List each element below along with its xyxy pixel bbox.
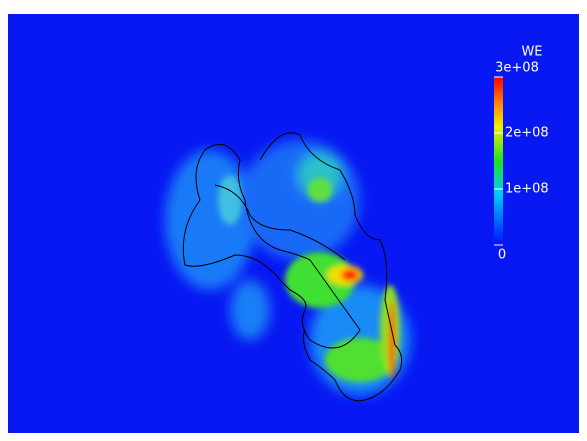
outline — [182, 132, 403, 402]
tick-label: 3e+08 — [495, 61, 539, 76]
colorbar-title: WE — [521, 45, 542, 60]
tick-label: 0 — [498, 248, 506, 263]
tick-label: 2e+08 — [505, 126, 549, 141]
tick-label: 1e+08 — [505, 182, 549, 197]
field — [165, 140, 410, 395]
colorbar — [494, 77, 503, 245]
